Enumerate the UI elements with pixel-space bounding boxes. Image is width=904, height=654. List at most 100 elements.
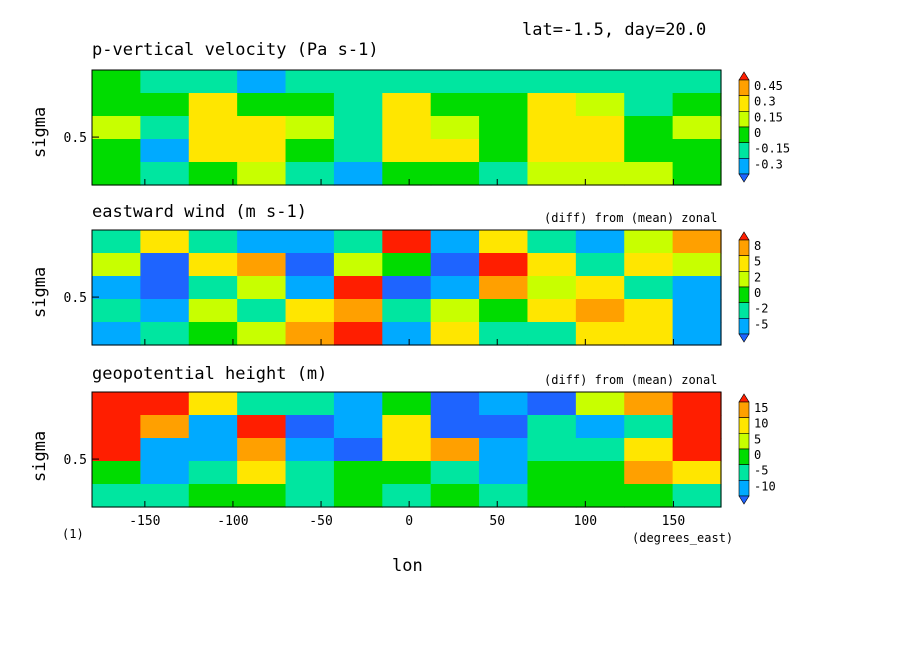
heatmap-cell-1-0-12 [672, 70, 722, 94]
heatmap-cell-1-4-8 [479, 162, 529, 186]
heatmap-cell-1-1-11 [624, 93, 674, 117]
heatmap-cell-1-3-2 [188, 139, 238, 163]
heatmap-cell-3-4-11 [624, 484, 674, 508]
heatmap-cell-2-4-7 [430, 322, 480, 346]
x-axis-label: lon [392, 556, 423, 576]
colorbar-1-label: 0.15 [754, 110, 783, 124]
heatmap-cell-3-0-3 [237, 392, 287, 416]
panel-2-frame [91, 229, 722, 346]
heatmap-cell-3-3-4 [285, 461, 335, 485]
heatmap-cell-1-2-12 [672, 116, 722, 140]
colorbar-2-label: -5 [754, 317, 768, 331]
heatmap-cell-2-1-9 [527, 253, 577, 277]
heatmap-cell-2-2-4 [285, 276, 335, 300]
heatmap-cell-1-0-7 [430, 70, 480, 94]
heatmap-cell-1-3-11 [624, 139, 674, 163]
heatmap-cell-2-0-8 [479, 230, 529, 254]
colorbar-2-label: 8 [754, 239, 761, 253]
colorbar-3-label: -10 [754, 479, 776, 493]
heatmap-cell-3-3-12 [672, 461, 722, 485]
heatmap-cell-2-2-11 [624, 276, 674, 300]
xtick-label: 50 [489, 514, 505, 529]
panel-3-subtitle: (diff) from (mean) zonal [544, 373, 718, 387]
heatmap-cell-1-2-9 [527, 116, 577, 140]
colorbar-3-label: 10 [754, 417, 768, 431]
heatmap-cell-1-2-0 [92, 116, 141, 140]
heatmap-cell-3-4-1 [140, 484, 190, 508]
heatmap-cell-1-0-9 [527, 70, 577, 94]
heatmap-cell-1-2-3 [237, 116, 287, 140]
heatmap-cell-1-3-8 [479, 139, 529, 163]
heatmap-cell-1-3-6 [382, 139, 432, 163]
colorbar-1-segment [738, 111, 750, 128]
heatmap-cell-2-2-9 [527, 276, 577, 300]
heatmap-cell-1-3-4 [285, 139, 335, 163]
heatmap-cell-1-2-7 [430, 116, 480, 140]
colorbar-3-top-arrow [738, 393, 750, 403]
heatmap-cell-2-1-3 [237, 253, 287, 277]
heatmap-cell-3-0-12 [672, 392, 722, 416]
heatmap-cell-3-2-9 [527, 438, 577, 462]
heatmap-cell-2-1-2 [188, 253, 238, 277]
heatmap-cell-2-1-11 [624, 253, 674, 277]
heatmap-cell-3-1-2 [188, 415, 238, 439]
heatmap-cell-2-0-12 [672, 230, 722, 254]
heatmap-cell-1-4-9 [527, 162, 577, 186]
colorbar-1-segment [738, 95, 750, 112]
xtick-label: 0 [405, 514, 413, 529]
heatmap-cell-3-0-7 [430, 392, 480, 416]
heatmap-cell-2-2-5 [333, 276, 383, 300]
heatmap-cell-2-1-8 [479, 253, 529, 277]
heatmap-cell-3-0-0 [92, 392, 141, 416]
heatmap-cell-3-2-4 [285, 438, 335, 462]
heatmap-cell-2-4-3 [237, 322, 287, 346]
heatmap-cell-3-3-5 [333, 461, 383, 485]
colorbar-3-segment [738, 417, 750, 434]
heatmap-cell-3-3-10 [575, 461, 625, 485]
heatmap-cell-3-0-1 [140, 392, 190, 416]
heatmap-cell-3-3-0 [92, 461, 141, 485]
heatmap-cell-1-0-4 [285, 70, 335, 94]
heatmap-cell-1-3-3 [237, 139, 287, 163]
heatmap-cell-2-2-0 [92, 276, 141, 300]
colorbar-3-label: -5 [754, 464, 768, 478]
panel-1-title: p-vertical velocity (Pa s-1) [92, 40, 379, 60]
heatmap-cell-2-0-6 [382, 230, 432, 254]
colorbar-1-bottom-arrow [738, 173, 750, 183]
heatmap-cell-3-0-9 [527, 392, 577, 416]
colorbar-3-bottom-arrow [738, 495, 750, 505]
heatmap-cell-3-2-11 [624, 438, 674, 462]
heatmap-cell-3-1-12 [672, 415, 722, 439]
heatmap-cell-2-0-2 [188, 230, 238, 254]
colorbar-1-segment [738, 158, 750, 175]
panel-1-ytick-label: 0.5 [64, 131, 87, 146]
heatmap-cell-1-4-2 [188, 162, 238, 186]
heatmap-cell-3-3-3 [237, 461, 287, 485]
xtick-label: -150 [129, 514, 160, 529]
colorbar-2-label: 0 [754, 286, 761, 300]
heatmap-cell-3-1-5 [333, 415, 383, 439]
heatmap-cell-2-4-4 [285, 322, 335, 346]
heatmap-cell-1-4-6 [382, 162, 432, 186]
heatmap-cell-1-1-1 [140, 93, 190, 117]
heatmap-cell-1-4-7 [430, 162, 480, 186]
colorbar-1-label: 0.45 [754, 79, 783, 93]
heatmap-cell-2-0-0 [92, 230, 141, 254]
figure-number: (1) [62, 527, 84, 541]
heatmap-cell-2-0-7 [430, 230, 480, 254]
heatmap-cell-1-4-12 [672, 162, 722, 186]
heatmap-cell-3-0-2 [188, 392, 238, 416]
heatmap-cell-1-3-10 [575, 139, 625, 163]
heatmap-cell-3-4-9 [527, 484, 577, 508]
heatmap-cell-3-2-6 [382, 438, 432, 462]
colorbar-3-label: 5 [754, 432, 761, 446]
heatmap-cell-3-2-3 [237, 438, 287, 462]
heatmap-cell-2-2-3 [237, 276, 287, 300]
heatmap-cell-3-1-3 [237, 415, 287, 439]
heatmap-cell-2-2-10 [575, 276, 625, 300]
heatmap-cell-3-2-1 [140, 438, 190, 462]
colorbar-2-segment [738, 255, 750, 272]
heatmap-cell-1-2-2 [188, 116, 238, 140]
heatmap-cell-2-0-11 [624, 230, 674, 254]
heatmap-cell-2-2-7 [430, 276, 480, 300]
